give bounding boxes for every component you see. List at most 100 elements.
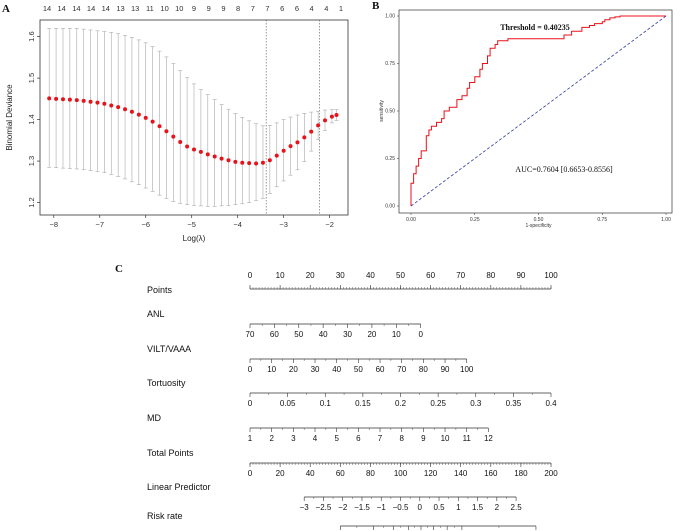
x-tick-label: 0.75 <box>597 217 607 223</box>
top-count-label: 7 <box>265 4 269 13</box>
top-count-label: 9 <box>207 4 211 13</box>
plot-frame <box>39 19 349 216</box>
deviance-point <box>281 148 286 153</box>
tick-label: 0.5 <box>433 503 445 512</box>
tick-label: 10 <box>276 271 285 280</box>
x-tick-label: −6 <box>141 220 150 229</box>
tick-label: 0.35 <box>506 399 522 408</box>
tick-label: 20 <box>306 271 315 280</box>
top-count-label: 4 <box>310 4 314 13</box>
row-label: Risk rate <box>147 511 183 521</box>
top-count-label: 7 <box>251 4 255 13</box>
chance-diagonal-line <box>410 15 667 207</box>
tick-label: 60 <box>270 330 279 339</box>
y-tick-label: 0.75 <box>385 61 395 67</box>
deviance-point <box>205 152 210 157</box>
top-count-label: 14 <box>102 4 110 13</box>
tick-label: 70 <box>246 330 255 339</box>
panel-c-letter: C <box>115 263 123 275</box>
top-count-label: 9 <box>192 4 196 13</box>
row-label: MD <box>147 413 161 423</box>
tick-label: 8 <box>399 434 404 443</box>
x-tick-label: −5 <box>187 220 196 229</box>
y-tick-label: 1.2 <box>27 197 36 207</box>
tick-label: 3 <box>291 434 296 443</box>
tick-label: 30 <box>311 365 320 374</box>
top-count-label: 4 <box>324 4 328 13</box>
auc-annotation: AUC=0.7604 [0.6653-0.8556] <box>515 165 613 174</box>
deviance-point <box>288 144 293 149</box>
tick-label: 200 <box>544 469 558 478</box>
y-axis-label: sensitivity <box>379 100 385 122</box>
panel-a-letter: A <box>2 3 10 15</box>
tick-label: 60 <box>376 365 385 374</box>
top-count-label: 14 <box>72 4 80 13</box>
tick-label: 50 <box>294 330 303 339</box>
tick-label: 9 <box>421 434 426 443</box>
deviance-point <box>178 139 183 144</box>
deviance-point <box>274 153 279 158</box>
deviance-point <box>60 97 65 102</box>
tick-label: −0.5 <box>393 503 409 512</box>
x-tick-label: −4 <box>233 220 242 229</box>
row-label: Linear Predictor <box>147 482 211 492</box>
deviance-point <box>136 112 141 117</box>
tick-label: 100 <box>394 469 408 478</box>
tick-label: −1 <box>377 503 387 512</box>
top-count-label: 14 <box>87 4 95 13</box>
deviance-point <box>95 100 100 105</box>
x-axis-label: 1-specificity <box>525 223 552 229</box>
deviance-point <box>47 96 52 101</box>
deviance-point <box>109 103 114 108</box>
tick-label: 40 <box>366 271 375 280</box>
tick-label: 0 <box>248 271 253 280</box>
tick-label: 70 <box>397 365 406 374</box>
deviance-point <box>171 134 176 139</box>
row-label: Total Points <box>147 448 194 458</box>
tick-label: 20 <box>289 365 298 374</box>
deviance-point <box>143 115 148 120</box>
deviance-point <box>185 144 190 149</box>
y-tick-label: 0.00 <box>385 204 395 210</box>
y-axis-label: Binomial Deviance <box>5 84 14 151</box>
tick-label: 5 <box>334 434 339 443</box>
tick-label: 180 <box>514 469 528 478</box>
tick-label: 90 <box>441 365 450 374</box>
deviance-point <box>309 129 314 134</box>
tick-label: 100 <box>460 365 474 374</box>
x-tick-label: −7 <box>95 220 104 229</box>
tick-label: 60 <box>336 469 345 478</box>
deviance-point <box>67 97 72 102</box>
top-count-label: 13 <box>116 4 124 13</box>
tick-label: 4 <box>313 434 318 443</box>
tick-label: 160 <box>484 469 498 478</box>
top-count-label: 10 <box>160 4 168 13</box>
deviance-point <box>260 160 265 165</box>
tick-label: 10 <box>267 365 276 374</box>
deviance-point <box>129 109 134 114</box>
deviance-point <box>212 154 217 159</box>
tick-label: 50 <box>354 365 363 374</box>
tick-label: 0.15 <box>355 399 371 408</box>
top-count-label: 10 <box>175 4 183 13</box>
top-count-label: 14 <box>43 4 51 13</box>
deviance-point <box>226 158 231 163</box>
tick-label: 90 <box>516 271 525 280</box>
roc-curve <box>410 15 666 206</box>
deviance-point <box>81 98 86 103</box>
tick-label: 80 <box>366 469 375 478</box>
x-tick-label: −8 <box>50 220 59 229</box>
tick-label: 2 <box>495 503 500 512</box>
deviance-point <box>116 105 121 110</box>
top-count-label: 14 <box>58 4 66 13</box>
deviance-point <box>323 118 328 123</box>
tick-label: 7 <box>378 434 383 443</box>
tick-label: 30 <box>336 271 345 280</box>
deviance-point <box>123 107 128 112</box>
deviance-point <box>329 114 334 119</box>
tick-label: 40 <box>306 469 315 478</box>
tick-label: −1.5 <box>354 503 370 512</box>
deviance-point <box>164 129 169 134</box>
tick-label: 50 <box>396 271 405 280</box>
x-tick-label: −2 <box>325 220 334 229</box>
